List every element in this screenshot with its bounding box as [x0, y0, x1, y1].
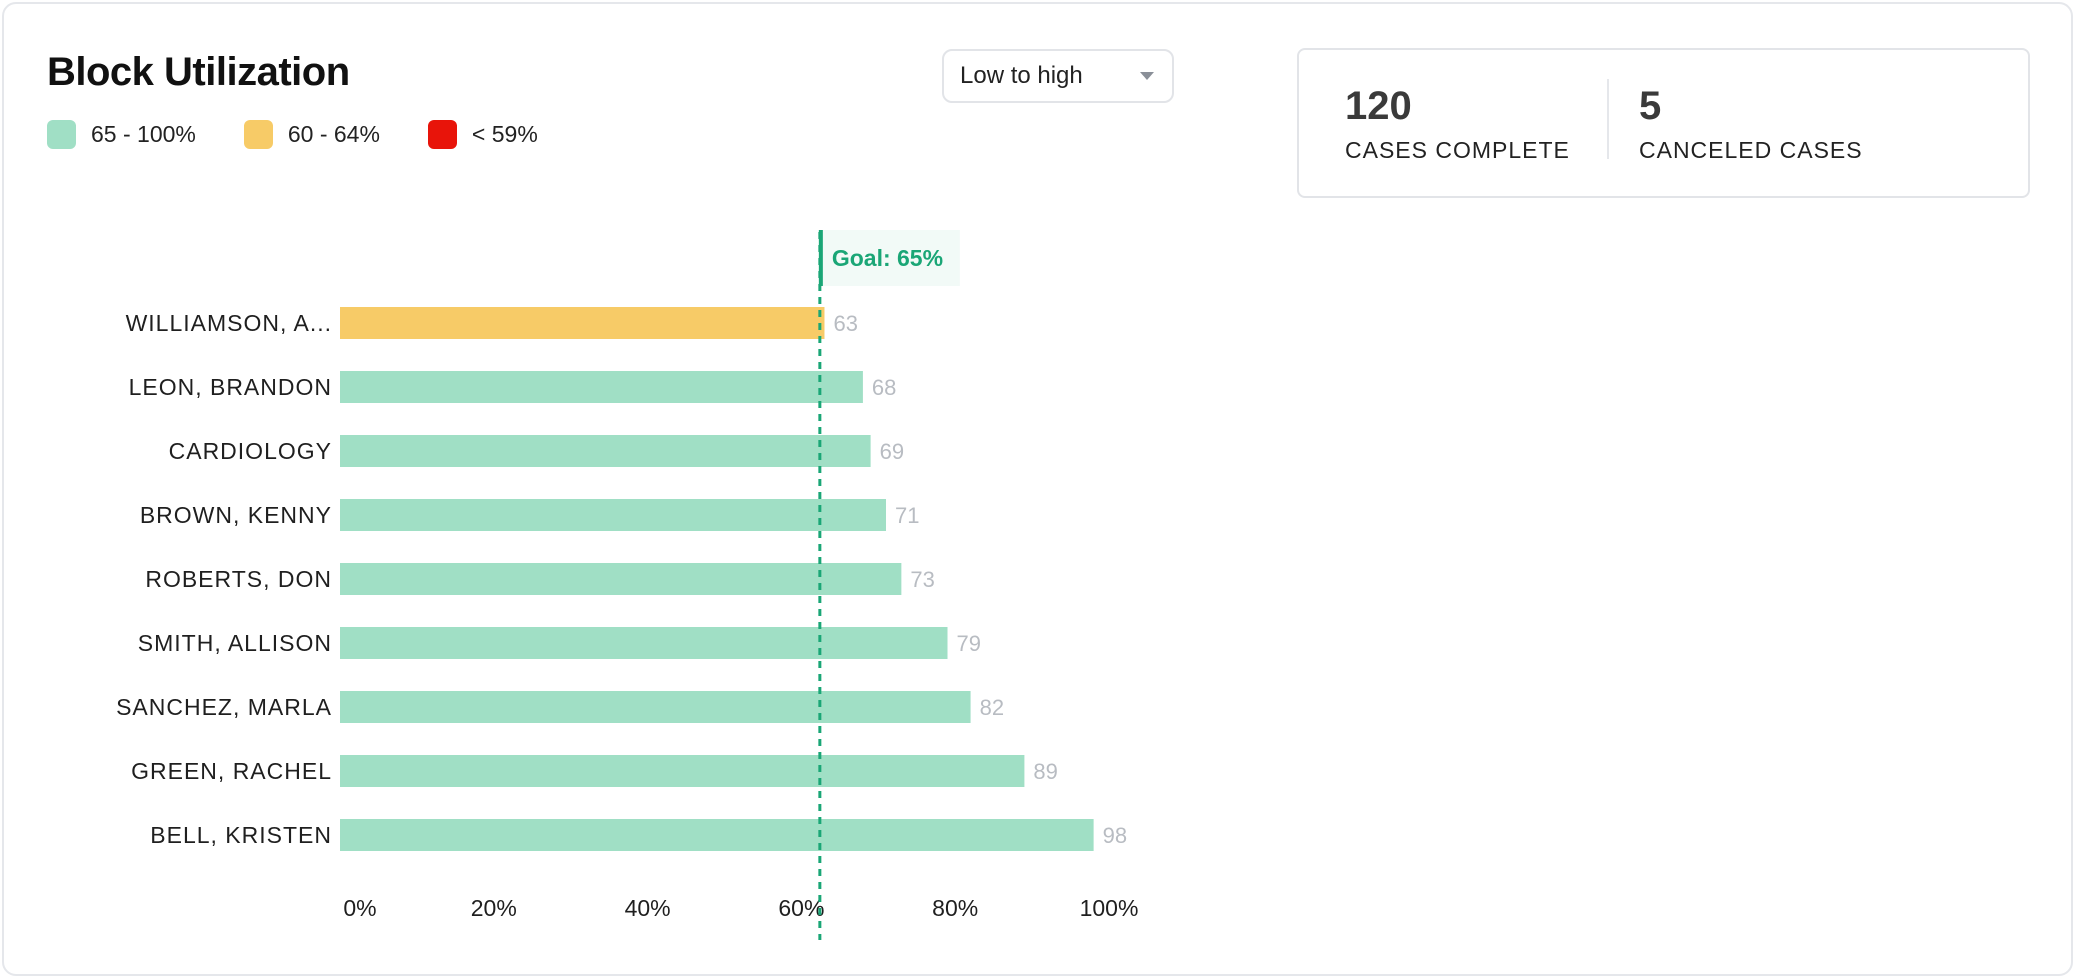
category-label-green-rachel: GREEN, RACHEL — [131, 758, 332, 784]
x-tick-label-2: 40% — [625, 895, 671, 921]
bar-brown-kenny — [340, 499, 886, 531]
goal-label: Goal: 65% — [832, 245, 943, 271]
value-label-bell-kristen: 98 — [1103, 823, 1127, 848]
category-label-sanchez-marla: SANCHEZ, MARLA — [116, 694, 332, 720]
category-label-smith-allison: SMITH, ALLISON — [138, 630, 332, 656]
value-label-roberts-don: 73 — [910, 567, 934, 592]
bar-williamson-a — [340, 307, 825, 339]
legend-item-bad: < 59% — [427, 120, 538, 149]
bar-roberts-don — [340, 563, 902, 595]
value-label-brown-kenny: 71 — [895, 503, 919, 528]
stat-cases-complete-label: CASES COMPLETE — [1345, 137, 1570, 163]
category-label-roberts-don: ROBERTS, DON — [145, 566, 332, 592]
value-label-williamson-a: 63 — [833, 311, 857, 336]
legend-swatch-bad — [427, 120, 457, 149]
sort-order-select[interactable]: Low to high — [942, 49, 1174, 103]
x-tick-label-1: 20% — [471, 895, 517, 921]
category-label-bell-kristen: BELL, KRISTEN — [150, 822, 332, 848]
stats-summary-card: 120 CASES COMPLETE 5 CANCELED CASES — [1297, 48, 2030, 198]
x-tick-label-0: 0% — [343, 895, 376, 921]
category-label-williamson-a: WILLIAMSON, A... — [126, 310, 332, 336]
category-label-leon-brandon: LEON, BRANDON — [129, 374, 332, 400]
stat-divider — [1607, 79, 1609, 159]
legend-swatch-good — [47, 120, 76, 149]
bar-sanchez-marla — [340, 691, 971, 723]
x-tick-label-4: 80% — [932, 895, 978, 921]
legend-label-good: 65 - 100% — [91, 121, 196, 147]
stat-cases-complete: 120 CASES COMPLETE — [1345, 83, 1570, 164]
category-label-brown-kenny: BROWN, KENNY — [140, 502, 332, 528]
legend-label-bad: < 59% — [471, 121, 538, 147]
bar-smith-allison — [340, 627, 948, 659]
bar-leon-brandon — [340, 371, 863, 403]
legend-item-warning: 60 - 64% — [243, 120, 380, 149]
stat-cases-complete-value: 120 — [1345, 84, 1412, 128]
bar-bell-kristen — [340, 819, 1094, 851]
goal-badge-accent — [818, 230, 823, 286]
chart-title: Block Utilization — [47, 50, 350, 94]
value-label-cardiology: 69 — [880, 439, 904, 464]
value-label-sanchez-marla: 82 — [980, 695, 1004, 720]
value-label-green-rachel: 89 — [1033, 759, 1057, 784]
legend-label-warning: 60 - 64% — [287, 121, 380, 147]
stat-canceled-cases: 5 CANCELED CASES — [1639, 83, 1863, 164]
chevron-down-icon — [1140, 72, 1154, 80]
legend-item-good: 65 - 100% — [47, 120, 196, 149]
goal-badge — [819, 230, 960, 286]
stat-canceled-cases-label: CANCELED CASES — [1639, 137, 1863, 163]
bar-green-rachel — [340, 755, 1025, 787]
value-label-leon-brandon: 68 — [872, 375, 896, 400]
legend: 65 - 100% 60 - 64% < 59% — [47, 120, 586, 149]
value-label-smith-allison: 79 — [957, 631, 981, 656]
sort-order-value: Low to high — [960, 62, 1083, 89]
bar-cardiology — [340, 435, 871, 467]
legend-swatch-warning — [243, 120, 273, 149]
stat-canceled-cases-value: 5 — [1639, 84, 1662, 128]
x-tick-label-5: 100% — [1080, 895, 1139, 921]
category-label-cardiology: CARDIOLOGY — [169, 438, 332, 464]
x-tick-label-3: 60% — [778, 895, 824, 921]
